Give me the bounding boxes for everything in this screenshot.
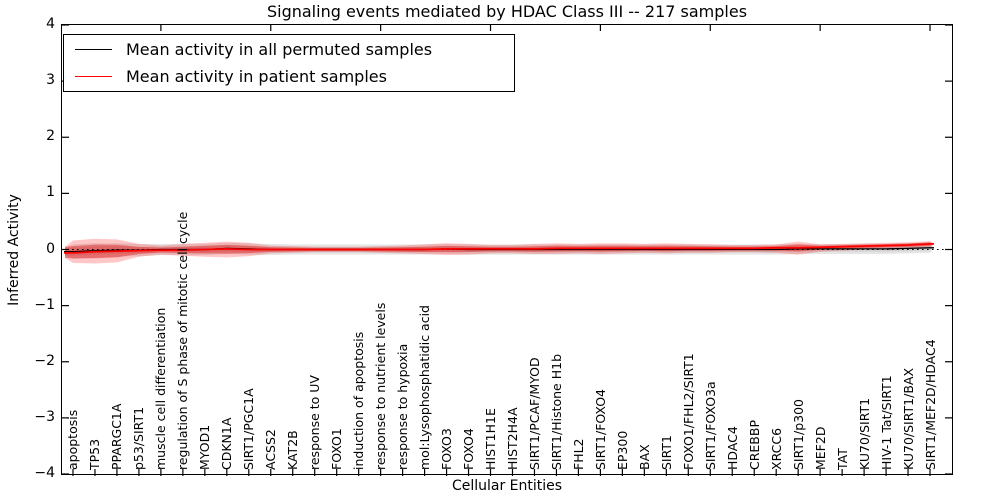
y-tick-label: 2 [46, 128, 55, 145]
x-tick-label: regulation of S phase of mitotic cell cy… [175, 211, 191, 470]
y-tick-label: 1 [46, 184, 55, 201]
x-tick-label: MEF2D [812, 426, 828, 470]
x-tick-label: apoptosis [65, 409, 81, 470]
permuted-line-swatch [75, 49, 112, 50]
x-tick-label: FOXO1 [329, 428, 345, 470]
patient-line-swatch [75, 76, 112, 77]
y-tick-label: −1 [34, 296, 55, 313]
patient-band-inner [65, 242, 934, 259]
x-axis-label: Cellular Entities [451, 478, 563, 494]
y-tick-label: −3 [34, 408, 55, 425]
y-tick-label: −2 [34, 352, 55, 369]
x-tick-label: KAT2B [285, 430, 301, 470]
x-tick-label: FOXO3 [439, 428, 455, 470]
x-tick-label: SIRT1/PGC1A [241, 388, 257, 470]
x-tick-label: TP53 [87, 438, 103, 470]
x-tick-label: HDAC4 [724, 426, 740, 470]
x-tick-label: HIST1H1E [483, 408, 499, 470]
x-tick-label: PPARGC1A [109, 403, 125, 470]
y-tick-label: 0 [46, 240, 55, 257]
chart-canvas [62, 24, 952, 476]
x-tick-label: BAX [636, 444, 652, 470]
x-tick-label: SIRT1/FOXO4 [592, 389, 608, 470]
x-tick-label: response to UV [307, 375, 323, 470]
x-tick-label: response to nutrient levels [373, 302, 389, 470]
y-tick-label: −4 [34, 465, 55, 481]
x-tick-label: SIRT1/PCAF/MYOD [526, 357, 542, 470]
permuted-band-outer [65, 242, 934, 259]
x-tick-label: mol:Lysophosphatidic acid [417, 305, 433, 470]
x-tick-label: TAT [834, 448, 850, 470]
x-tick-label: muscle cell differentiation [153, 307, 169, 470]
plot-frame [61, 24, 953, 475]
x-tick-label: FOXO4 [461, 428, 477, 470]
x-tick-label: SIRT1/FOXO3a [702, 381, 718, 470]
legend-box: Mean activity in all permuted samples Me… [63, 34, 515, 92]
x-tick-label: CREBBP [746, 420, 762, 470]
x-tick-label: HIST2H4A [504, 407, 520, 470]
x-tick-label: SIRT1/MEF2D/HDAC4 [922, 339, 938, 470]
chart-title: Signaling events mediated by HDAC Class … [266, 2, 748, 21]
x-tick-label: KU70/SIRT1 [856, 397, 872, 470]
x-tick-label: p53/SIRT1 [131, 406, 147, 470]
x-tick-label: FHL2 [570, 438, 586, 470]
y-tick-label: 3 [46, 72, 55, 89]
x-tick-label: SIRT1 [658, 435, 674, 470]
x-tick-label: CDKN1A [219, 417, 235, 470]
x-tick-label: response to hypoxia [395, 343, 411, 470]
y-axis-label: Inferred Activity [6, 194, 22, 306]
x-tick-label: EP300 [614, 430, 630, 470]
y-tick-label: 4 [46, 16, 55, 32]
patient-band-outer [65, 238, 934, 264]
x-tick-label: XRCC6 [768, 427, 784, 470]
patient-mean-line [64, 242, 934, 254]
x-tick-label: SIRT1/Histone H1b [548, 353, 564, 470]
legend-entry-label: Mean activity in all permuted samples [126, 40, 433, 59]
legend-entry-label: Mean activity in patient samples [126, 67, 387, 86]
x-tick-label: KU70/SIRT1/BAX [900, 367, 916, 470]
x-tick-label: MYOD1 [197, 424, 213, 470]
legend-entry-permuted: Mean activity in all permuted samples [64, 36, 514, 63]
x-tick-label: HIV-1 Tat/SIRT1 [878, 375, 894, 470]
legend-entry-patient: Mean activity in patient samples [64, 63, 514, 90]
x-tick-label: FOXO1/FHL2/SIRT1 [680, 353, 696, 470]
x-tick-label: SIRT1/p300 [790, 399, 806, 470]
x-tick-label: induction of apoptosis [351, 331, 367, 470]
x-tick-label: ACSS2 [263, 429, 279, 470]
